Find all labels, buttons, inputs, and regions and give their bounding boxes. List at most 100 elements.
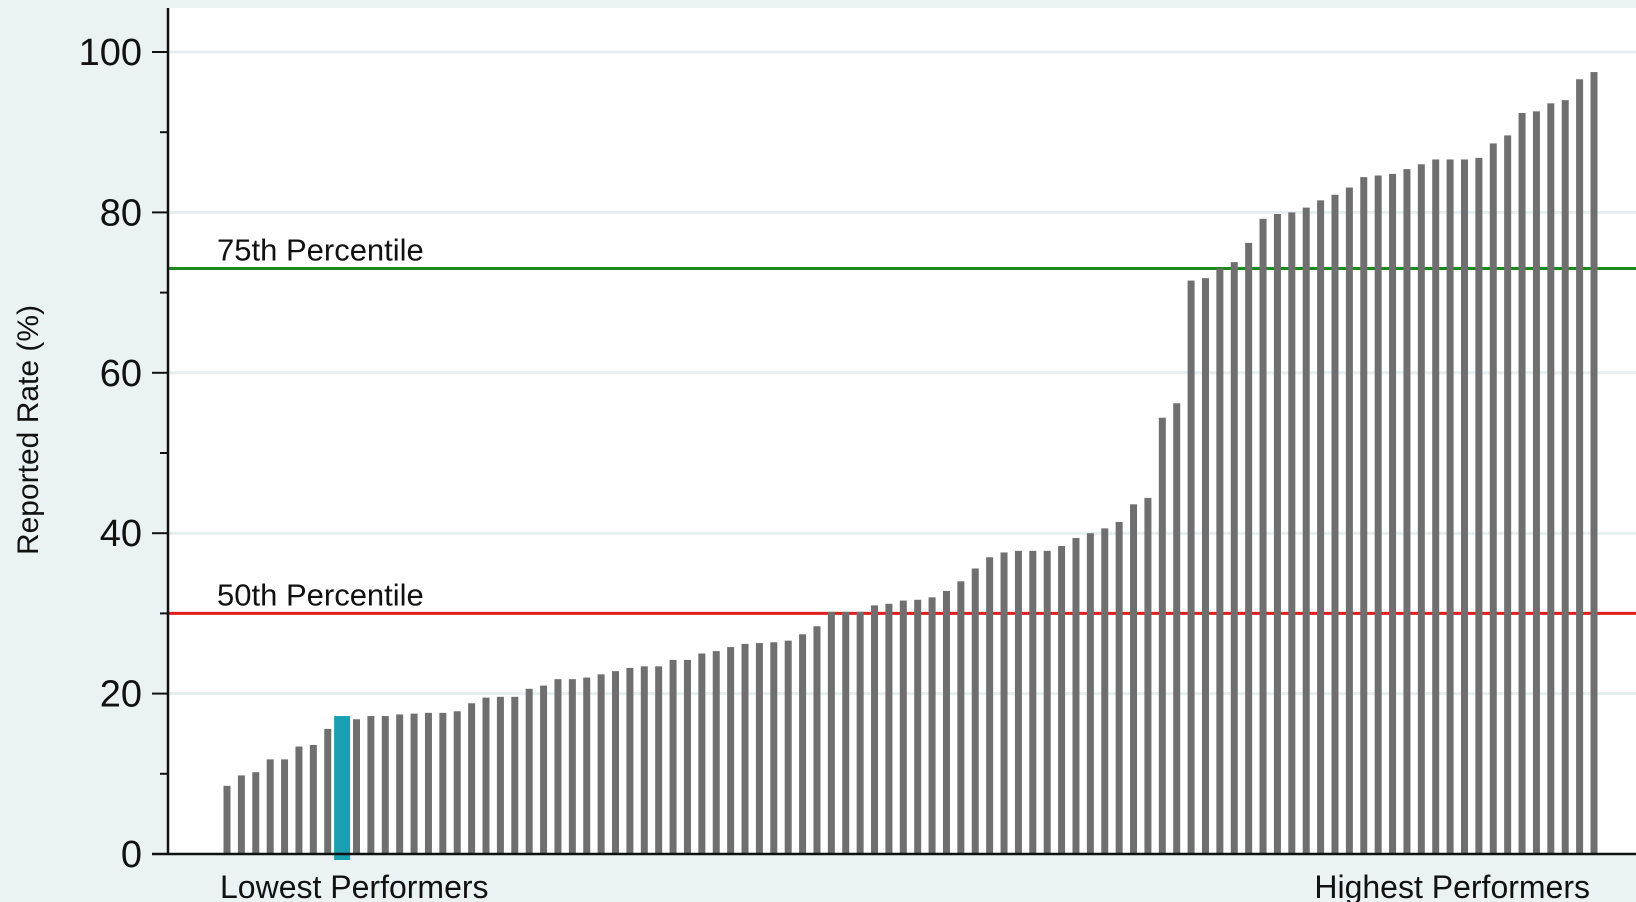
bar [1518, 112, 1526, 854]
bar [1576, 79, 1584, 854]
bar [525, 688, 533, 854]
bar [1187, 280, 1195, 854]
bar [1000, 552, 1008, 854]
bar [640, 666, 648, 854]
bar [1230, 262, 1238, 854]
bar [583, 677, 591, 854]
y-tick-label: 20 [100, 674, 142, 716]
bar [367, 716, 375, 854]
bar [597, 674, 605, 854]
bar [770, 642, 778, 854]
bar [324, 728, 332, 854]
bar [957, 581, 965, 854]
bar [813, 626, 821, 854]
bar [1259, 218, 1267, 855]
bar [1101, 528, 1109, 854]
bar [1389, 173, 1397, 855]
bar [1374, 175, 1382, 854]
bar [1144, 497, 1152, 854]
bar [223, 785, 231, 854]
bar [424, 712, 432, 854]
bar [295, 746, 303, 854]
axes: 0 20 40 60 80 100 [79, 8, 1636, 876]
y-axis-title: Reported Rate (%) [12, 305, 45, 555]
bars [223, 72, 1598, 860]
bar [1504, 135, 1512, 854]
bar [1216, 268, 1224, 854]
bar [1547, 103, 1555, 854]
bar [871, 605, 879, 854]
bar [1014, 550, 1022, 854]
bar [1072, 538, 1080, 854]
x-label-lowest: Lowest Performers [220, 869, 489, 902]
y-tick-label: 100 [79, 32, 142, 74]
bar [1432, 159, 1440, 854]
bar [928, 597, 936, 854]
bar [856, 611, 864, 854]
bar [971, 568, 979, 854]
bar [655, 666, 663, 854]
y-tick-label: 40 [100, 513, 142, 555]
bar [453, 711, 461, 854]
y-tick-label: 60 [100, 353, 142, 395]
x-label-highest: Highest Performers [1314, 869, 1590, 902]
bar [1403, 169, 1411, 855]
bar [237, 775, 245, 854]
bar [1086, 533, 1094, 854]
bar [1317, 200, 1325, 854]
bar [540, 685, 548, 854]
bar [1460, 159, 1468, 854]
bar [827, 611, 835, 854]
bar [353, 719, 361, 854]
bar [1446, 159, 1454, 854]
bar [914, 599, 922, 854]
bar [252, 772, 260, 854]
bar [309, 744, 317, 854]
bar [1590, 72, 1598, 855]
bar [1288, 212, 1296, 854]
bar [1130, 504, 1138, 854]
bar [1331, 194, 1339, 855]
bar [1058, 546, 1066, 854]
bar [1273, 214, 1281, 854]
bar [683, 659, 691, 854]
bar [885, 603, 893, 854]
bar [396, 714, 404, 854]
bar [482, 697, 490, 854]
bar [842, 611, 850, 854]
bar [1302, 207, 1310, 854]
bar [755, 643, 763, 854]
bar [468, 703, 476, 854]
bar [281, 759, 289, 854]
bar [1115, 521, 1123, 854]
bar [1489, 143, 1497, 855]
bar [554, 679, 562, 854]
bar [1360, 177, 1368, 854]
bar [1417, 164, 1425, 854]
bar [410, 713, 418, 854]
bar [1173, 403, 1181, 854]
y-tick-label: 0 [121, 834, 142, 876]
bar [626, 667, 634, 854]
y-tick-label: 80 [100, 192, 142, 234]
bar [266, 759, 274, 854]
bar [1245, 242, 1253, 855]
bar [712, 651, 720, 854]
bar [511, 696, 519, 854]
bar [568, 679, 576, 854]
reference-label-1: 50th Percentile [217, 577, 424, 612]
bar [799, 634, 807, 854]
bar [612, 671, 620, 854]
bar [1532, 111, 1540, 854]
bar [727, 647, 735, 854]
bar [1201, 278, 1209, 854]
bar [439, 712, 447, 854]
bar [698, 653, 706, 854]
bar [1475, 157, 1483, 854]
bar [899, 600, 907, 854]
bar-highlighted [334, 716, 351, 860]
bar [784, 640, 792, 854]
bar [1345, 187, 1353, 855]
bar [986, 557, 994, 854]
